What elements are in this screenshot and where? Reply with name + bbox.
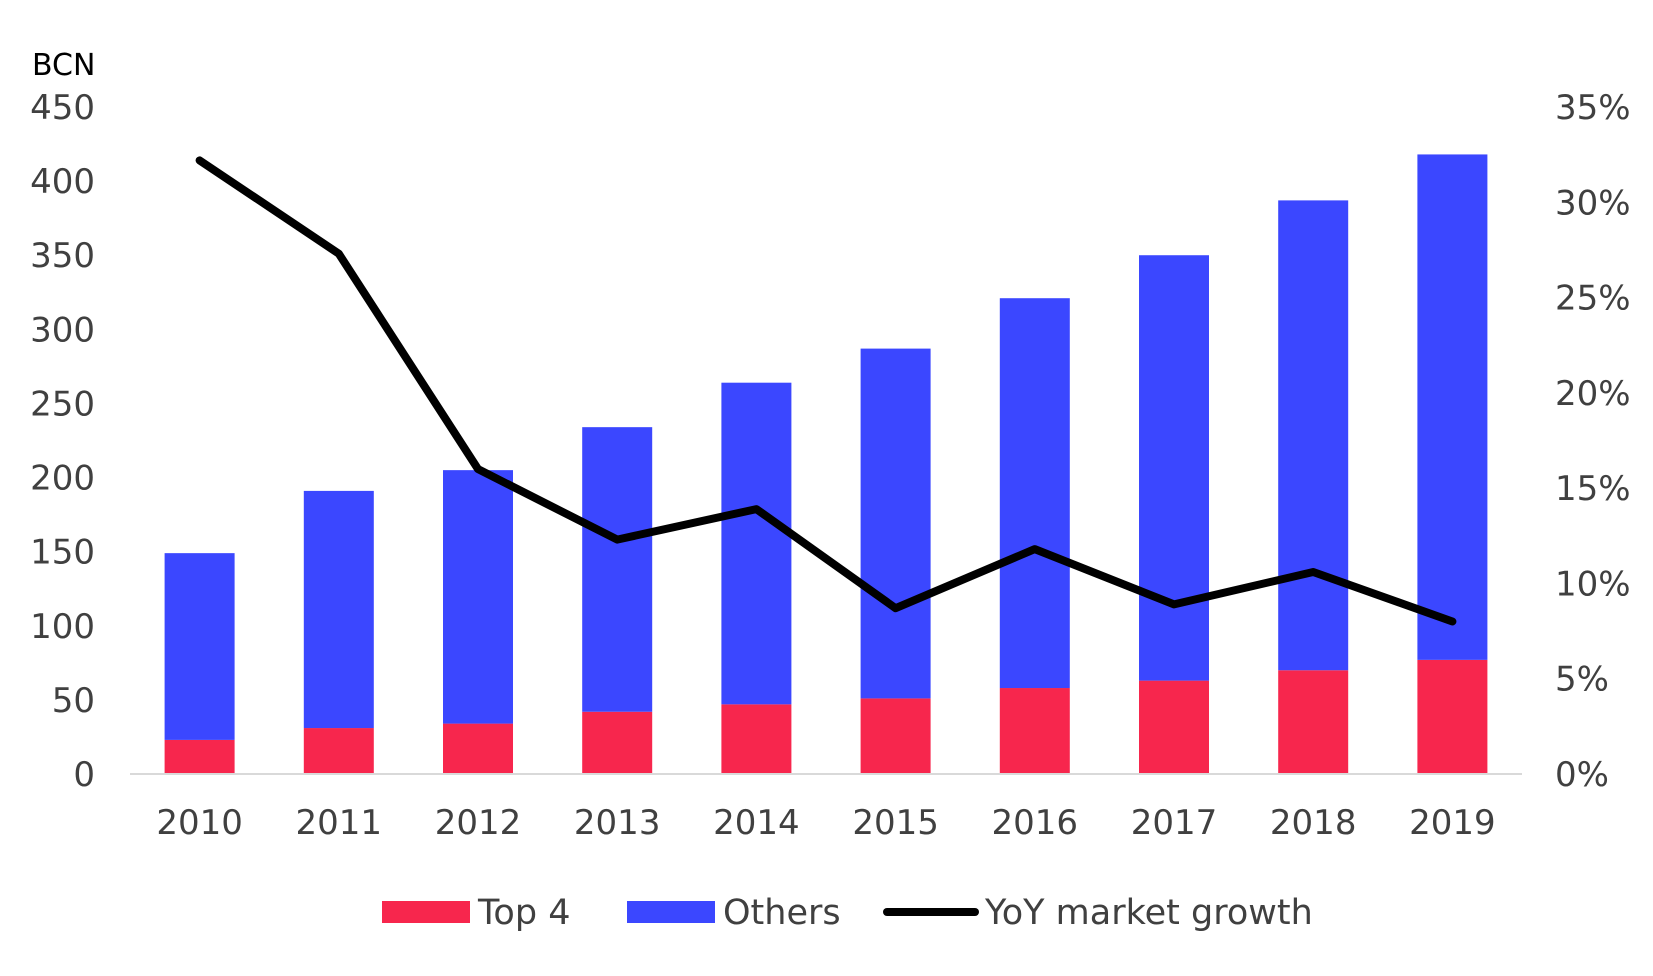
point-yoy-market-growth-2010 [196,157,203,164]
point-yoy-market-growth-2012 [475,466,481,473]
point-yoy-market-growth-2015 [892,605,899,612]
y-tick-label: 100 [30,607,95,647]
legend-label-top-4: Top 4 [477,893,570,933]
bar-top-4-2017 [1139,680,1209,774]
y-axis-label: BCN [32,48,95,83]
x-tick-label: 2010 [156,803,243,843]
bar-others-2019 [1417,154,1488,660]
y-tick-label: 450 [30,88,95,128]
y-tick-label: 200 [30,459,95,499]
point-yoy-market-growth-2011 [335,250,342,257]
y2-axis-ticks: 0% 5% 10% 15% 20% 25% 30% 35% [1555,88,1631,795]
y-axis-ticks: 0 50 100 150 200 250 300 350 400 450 [30,88,95,795]
bars [164,154,1488,774]
x-tick-label: 2011 [296,803,383,843]
y-tick-label: 150 [30,533,95,573]
x-tick-label: 2012 [435,803,522,843]
x-tick-label: 2018 [1270,803,1357,843]
point-yoy-market-growth-2019 [1449,618,1456,625]
bar-top-4-2010 [164,739,235,774]
point-yoy-market-growth-2016 [1031,546,1038,553]
x-tick-label: 2019 [1409,803,1496,843]
bar-others-2013 [582,427,653,712]
legend-label-others: Others [723,893,841,933]
bar-top-4-2019 [1417,659,1488,774]
point-yoy-market-growth-2014 [753,506,760,513]
legend-label-yoy-market-growth: YoY market growth [984,893,1313,933]
line-yoy-market-growth [195,156,1457,626]
bar-others-2010 [164,553,235,740]
legend-swatch-others [627,901,715,923]
x-tick-label: 2014 [713,803,800,843]
bar-others-2014 [721,382,792,705]
y2-tick-label: 0% [1555,755,1609,795]
y2-tick-label: 20% [1555,374,1631,414]
point-yoy-market-growth-2018 [1310,568,1317,575]
bar-top-4-2018 [1278,670,1349,774]
bar-others-2016 [999,298,1070,689]
bar-top-4-2012 [443,723,513,774]
bar-top-4-2016 [999,688,1070,774]
bar-others-2018 [1278,200,1349,671]
x-tick-label: 2017 [1131,803,1218,843]
y2-tick-label: 35% [1555,88,1631,128]
point-yoy-market-growth-2017 [1171,601,1177,608]
y2-tick-label: 5% [1555,660,1609,700]
bar-top-4-2014 [721,704,792,774]
y-tick-label: 400 [30,162,95,202]
legend: Top 4 Others YoY market growth [382,893,1313,933]
x-tick-label: 2013 [574,803,661,843]
y-tick-label: 50 [52,681,95,721]
bar-others-2012 [443,470,513,724]
y2-tick-label: 25% [1555,279,1631,319]
x-axis-ticks: 2010 2011 2012 2013 2014 2015 2016 2017 2018 2019 [156,803,1495,843]
bar-others-2015 [860,348,931,699]
bar-top-4-2015 [860,698,931,774]
bar-others-2011 [303,490,374,729]
bar-others-2017 [1139,255,1209,681]
y2-tick-label: 30% [1555,183,1631,223]
y-tick-label: 250 [30,384,95,424]
legend-swatch-top-4 [382,901,470,923]
bar-top-4-2011 [303,728,374,774]
y-tick-label: 300 [30,310,95,350]
growth-line-layer [195,156,1457,626]
x-tick-label: 2016 [992,803,1079,843]
y2-tick-label: 10% [1555,564,1631,604]
y2-tick-label: 15% [1555,469,1631,509]
y-tick-label: 0 [73,755,95,795]
bar-top-4-2013 [582,711,653,774]
point-yoy-market-growth-2013 [614,536,621,543]
y-tick-label: 350 [30,236,95,276]
x-tick-label: 2015 [852,803,939,843]
